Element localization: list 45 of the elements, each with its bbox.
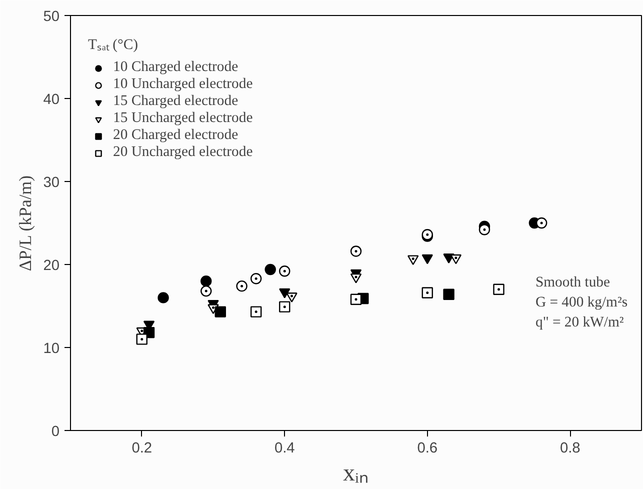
- point: [200, 285, 212, 297]
- legend-label: 20 Charged electrode: [113, 127, 238, 144]
- point: [279, 301, 290, 312]
- point: [422, 254, 433, 264]
- point: [408, 255, 419, 266]
- legend-title: Tₛₐₜ (°C): [88, 36, 140, 54]
- point: [264, 264, 276, 276]
- point: [422, 287, 433, 298]
- point: [279, 288, 290, 298]
- legend-label: 10 Charged electrode: [113, 59, 238, 76]
- point: [350, 246, 362, 257]
- point: [286, 292, 298, 302]
- point: [136, 334, 148, 345]
- y-tick-label: 30: [43, 175, 60, 191]
- point: [536, 217, 548, 229]
- legend-label: 15 Uncharged electrode: [113, 110, 253, 127]
- x-tick-label: 0.6: [417, 440, 438, 456]
- x-tick-label: 0.8: [560, 440, 580, 456]
- y-tick-label: 10: [43, 341, 60, 357]
- point: [279, 266, 290, 277]
- x-axis-title: xᵢₙ: [343, 460, 369, 486]
- legend-label: 10 Uncharged electrode: [113, 76, 253, 93]
- point: [493, 284, 504, 295]
- point: [443, 288, 454, 300]
- point: [158, 292, 169, 304]
- point: [478, 224, 490, 236]
- annotation: G = 400 kg/m²s: [536, 294, 628, 310]
- annotation: q" = 20 kW/m²: [536, 314, 624, 330]
- y-axis-title: ΔP/L (kPa/m): [16, 175, 36, 272]
- legend-label: 15 Charged electrode: [113, 93, 238, 110]
- annotation: Smooth tube: [536, 274, 610, 290]
- y-tick-label: 40: [43, 92, 60, 108]
- legend-label: 20 Uncharged electrode: [113, 144, 253, 161]
- point: [214, 306, 226, 318]
- point: [250, 273, 262, 284]
- x-tick-label: 0.4: [274, 440, 295, 456]
- point: [350, 273, 362, 284]
- point: [200, 276, 212, 287]
- y-tick-label: 50: [43, 9, 60, 25]
- point: [350, 294, 362, 305]
- point: [250, 306, 262, 318]
- y-tick-label: 20: [43, 258, 60, 274]
- x-tick-label: 0.2: [132, 440, 152, 456]
- point: [236, 280, 248, 292]
- y-tick-label: 0: [51, 424, 60, 440]
